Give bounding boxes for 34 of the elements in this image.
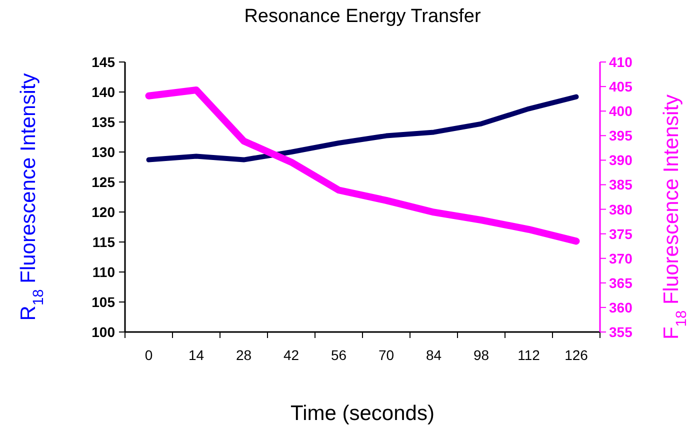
x-axis-title: Time (seconds) — [290, 402, 434, 425]
x-tick-label: 28 — [236, 347, 252, 363]
y-tick-label: 135 — [92, 114, 116, 130]
y-tick-label: 125 — [92, 174, 116, 190]
x-tick-label: 14 — [188, 347, 204, 363]
x-tick-label: 126 — [564, 347, 588, 363]
y2-tick-label: 385 — [609, 176, 633, 193]
x-tick-label: 98 — [473, 347, 490, 363]
y2-tick-label: 410 — [609, 54, 633, 70]
x-tick-label: 70 — [378, 347, 394, 363]
y2-tick-label: 360 — [609, 299, 633, 316]
y-tick-label: 145 — [92, 54, 116, 70]
y2-tick-label: 395 — [609, 128, 633, 144]
y2-tick-label: 370 — [609, 250, 633, 266]
x-tick-label: 56 — [330, 347, 347, 363]
y2-tick-label: 405 — [609, 78, 633, 95]
x-tick-label: 0 — [144, 347, 153, 363]
x-tick-label: 84 — [426, 347, 442, 363]
y-tick-label: 100 — [92, 324, 116, 340]
x-tick-label: 112 — [518, 347, 540, 363]
x-tick-label: 42 — [283, 347, 300, 363]
y-tick-label: 120 — [92, 204, 116, 220]
y-tick-label: 110 — [92, 264, 116, 280]
chart-title: Resonance Energy Transfer — [244, 6, 482, 27]
y2-tick-label: 390 — [609, 152, 633, 168]
y-tick-label: 105 — [92, 294, 116, 310]
y-tick-label: 130 — [92, 144, 116, 160]
y2-tick-label: 365 — [609, 274, 633, 291]
y-tick-label: 115 — [92, 234, 116, 250]
y2-tick-label: 380 — [609, 201, 633, 218]
y-tick-label: 140 — [92, 84, 116, 100]
y2-tick-label: 375 — [609, 226, 633, 242]
y2-tick-label: 400 — [609, 103, 633, 120]
y2-tick-label: 355 — [609, 324, 633, 340]
